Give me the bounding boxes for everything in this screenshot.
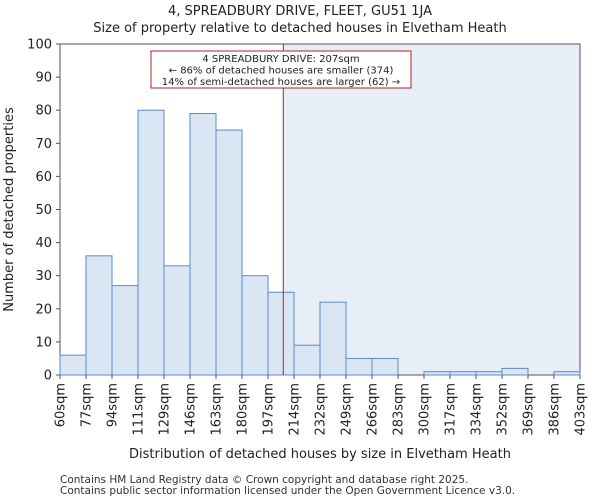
annotation-box — [150, 50, 412, 89]
histogram-bar — [137, 109, 165, 376]
histogram-bar — [501, 367, 529, 376]
x-tick-label: 386sqm — [548, 383, 563, 436]
x-tick-label: 214sqm — [288, 383, 303, 436]
annotation-line-property: 4 SPREADBURY DRIVE: 207sqm — [202, 54, 359, 65]
x-tick-label: 369sqm — [522, 383, 537, 436]
y-tick-label: 40 — [35, 236, 52, 251]
x-axis-label: Distribution of detached houses by size … — [129, 447, 511, 462]
histogram-bar — [59, 354, 87, 376]
chart-title: 4, SPREADBURY DRIVE, FLEET, GU51 1JA — [167, 4, 433, 19]
x-tick-label: 249sqm — [340, 383, 355, 436]
histogram-bar — [267, 291, 295, 376]
y-tick-label: 90 — [35, 71, 52, 86]
histogram-bar — [293, 344, 321, 376]
y-axis-label: Number of detached properties — [2, 107, 17, 312]
x-tick-label: 180sqm — [236, 383, 251, 436]
histogram-bar — [553, 371, 581, 376]
histogram-bar — [163, 265, 191, 376]
footer-copyright: Contains HM Land Registry data © Crown c… — [60, 474, 469, 486]
x-tick-label: 60sqm — [54, 383, 69, 427]
x-tick-label: 163sqm — [210, 383, 225, 436]
chart-subtitle: Size of property relative to detached ho… — [93, 21, 507, 36]
x-tick-label: 266sqm — [366, 383, 381, 436]
x-tick-label: 334sqm — [470, 383, 485, 436]
y-tick-label: 60 — [35, 170, 52, 185]
histogram-bar — [449, 371, 477, 376]
y-tick-label: 70 — [35, 137, 52, 152]
y-tick-label: 50 — [35, 203, 52, 218]
histogram-bar — [319, 301, 347, 376]
x-tick-label: 129sqm — [158, 383, 173, 436]
histogram-bar — [189, 113, 217, 376]
x-tick-label: 146sqm — [184, 383, 199, 436]
y-tick-label: 20 — [35, 302, 52, 317]
x-tick-label: 111sqm — [132, 383, 147, 436]
x-tick-label: 300sqm — [418, 383, 433, 436]
histogram-bar — [475, 371, 503, 376]
x-tick-label: 403sqm — [574, 383, 589, 436]
x-tick-label: 232sqm — [314, 383, 329, 436]
x-tick-label: 94sqm — [106, 383, 121, 427]
x-tick-label: 77sqm — [80, 383, 95, 427]
x-tick-label: 352sqm — [496, 383, 511, 436]
histogram-bar — [215, 129, 243, 376]
histogram-bar — [111, 285, 139, 376]
histogram-bar — [371, 357, 399, 376]
annotation-line-larger: 14% of semi-detached houses are larger (… — [162, 77, 400, 88]
y-tick-label: 100 — [27, 38, 52, 53]
x-tick-label: 197sqm — [262, 383, 277, 436]
y-tick-label: 10 — [35, 335, 52, 350]
histogram-bar — [423, 371, 451, 376]
y-tick-label: 30 — [35, 269, 52, 284]
y-tick-label: 0 — [44, 369, 52, 384]
y-tick-label: 80 — [35, 104, 52, 119]
histogram-bar — [345, 357, 373, 376]
annotation-line-smaller: ← 86% of detached houses are smaller (37… — [169, 66, 394, 77]
histogram-bar — [241, 275, 269, 376]
histogram-bar — [85, 255, 113, 376]
footer-licence: Contains public sector information licen… — [60, 485, 516, 497]
x-tick-label: 283sqm — [392, 383, 407, 436]
x-tick-label: 317sqm — [444, 383, 459, 436]
